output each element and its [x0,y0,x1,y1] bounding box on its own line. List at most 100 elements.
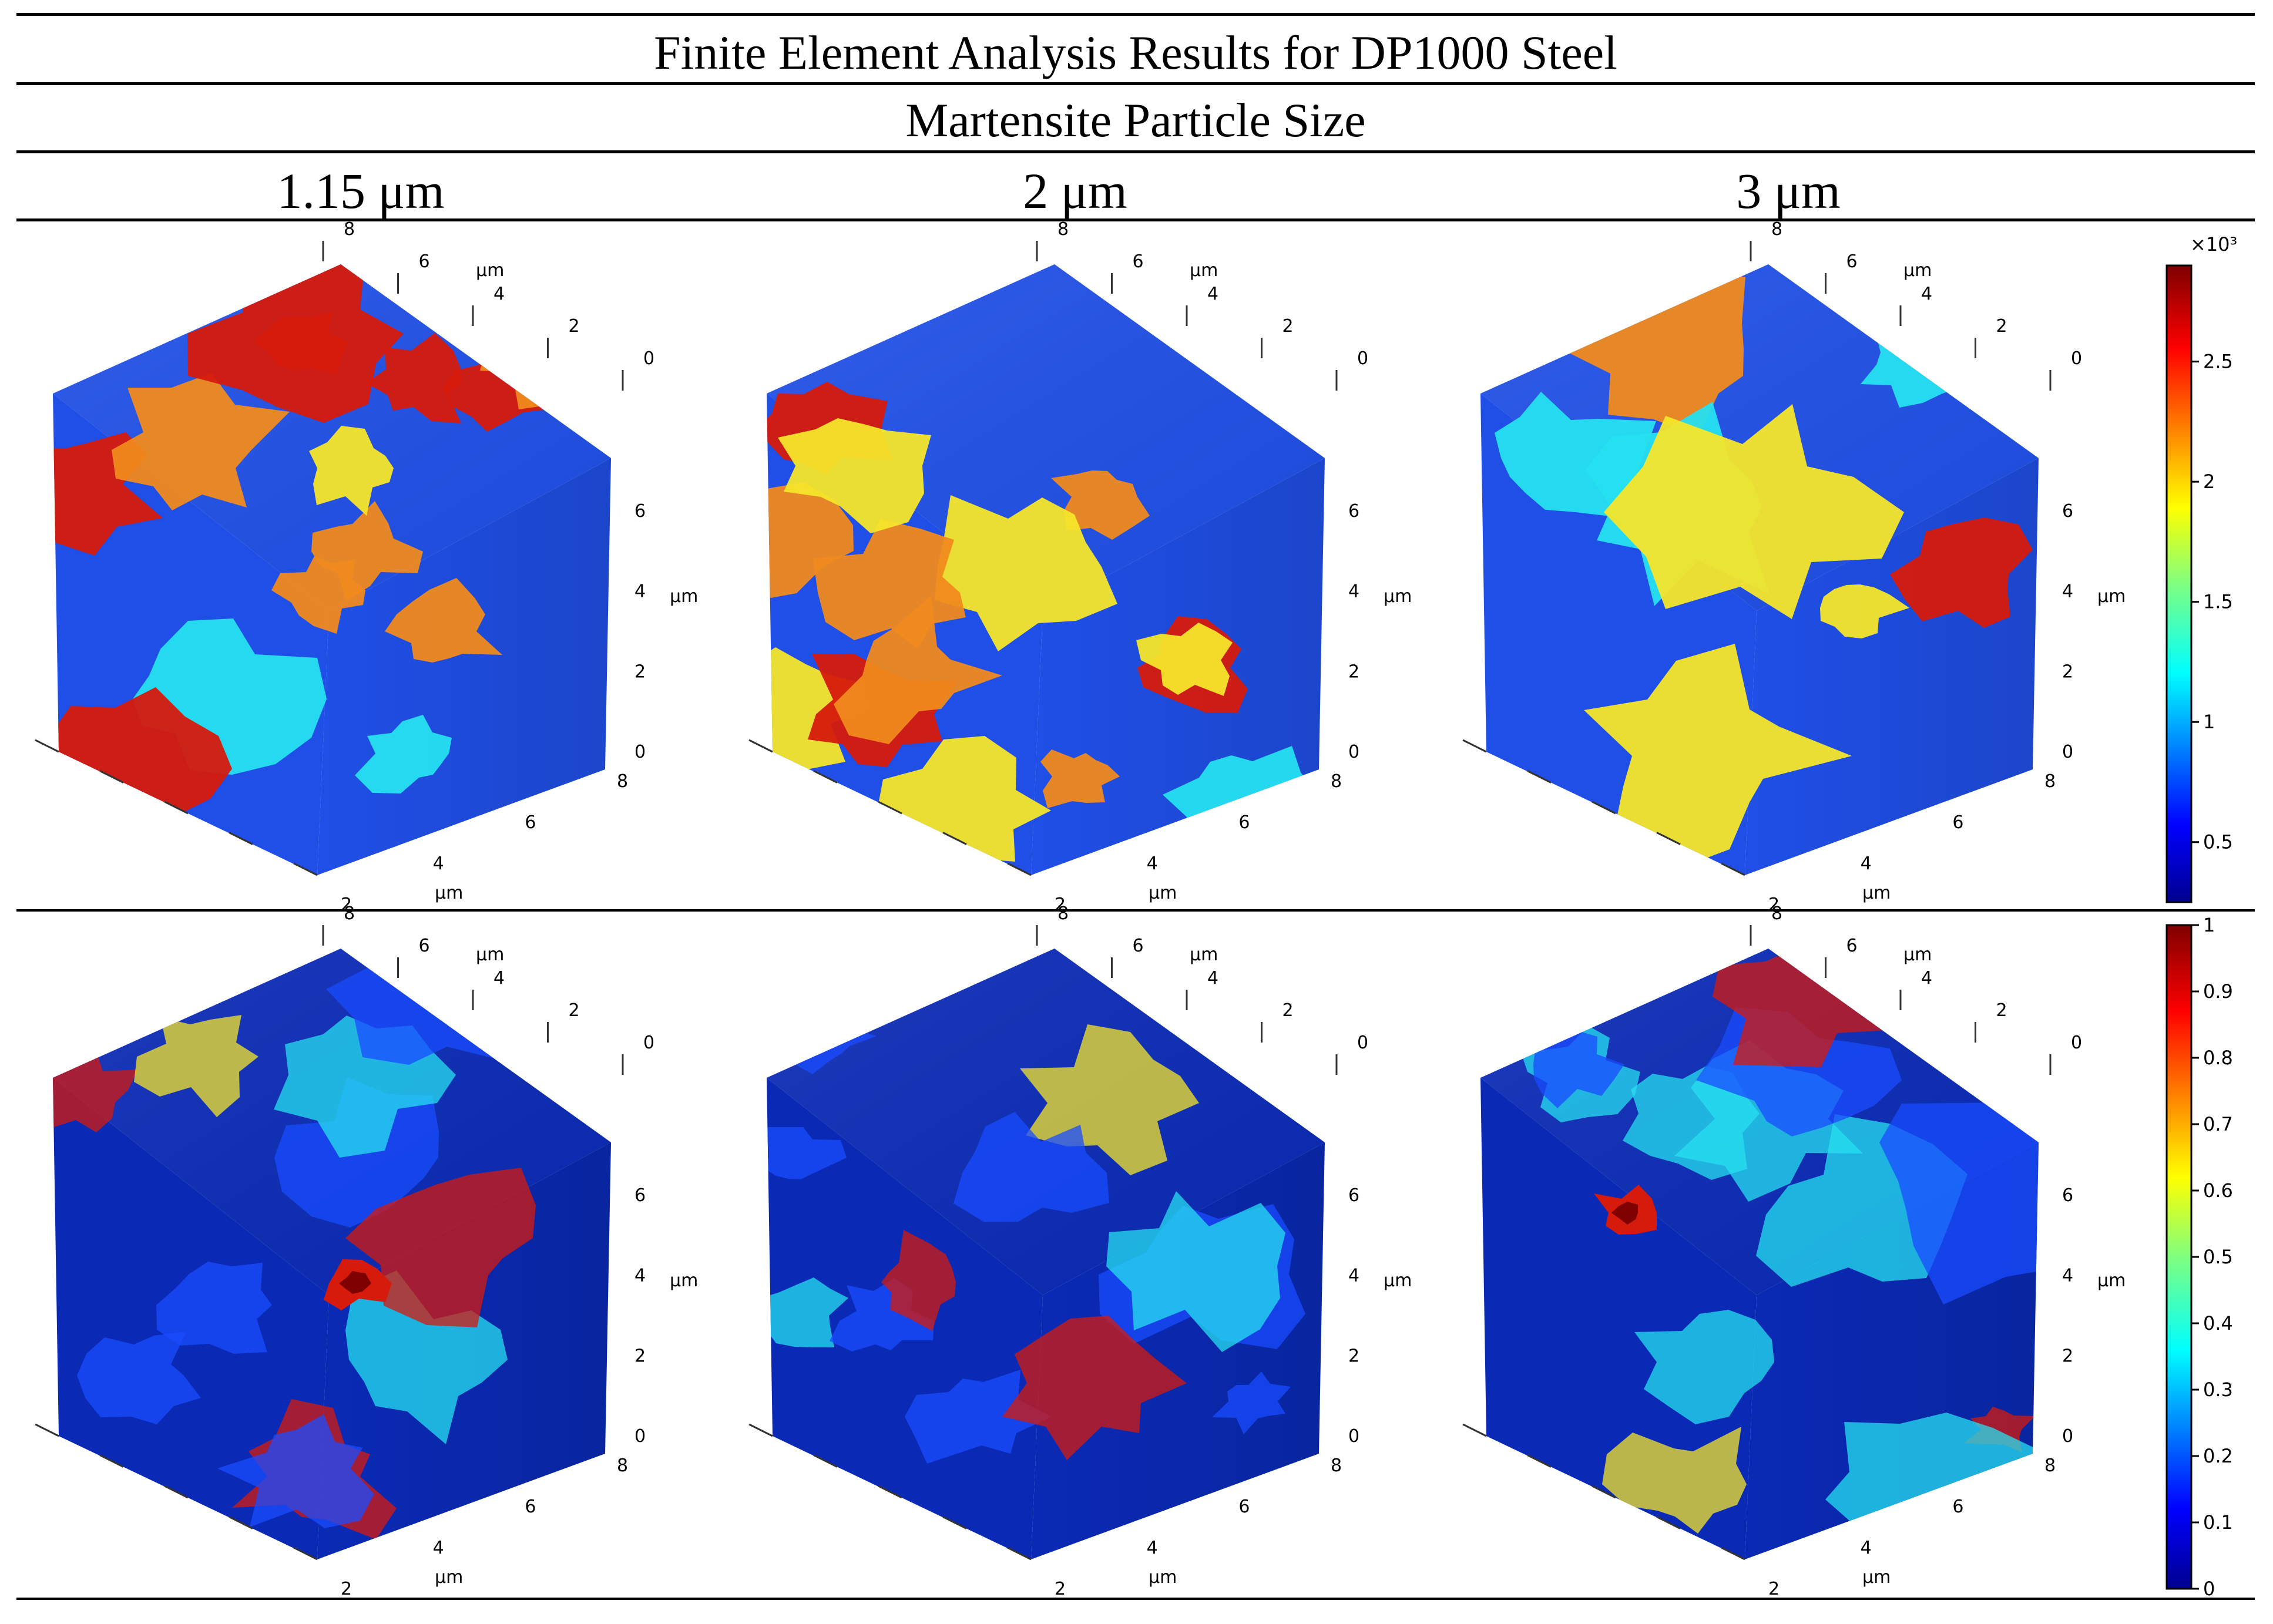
back-axis-unit: μm [1190,944,1218,965]
front-axis-tick-label: 4 [433,853,444,874]
colorbar-tick-label: 0.5 [2203,831,2233,853]
column-heading-2: 2 μm [1023,163,1127,219]
back-axis-tick-label: 0 [643,1033,654,1053]
axis-tick [1527,1454,1552,1468]
axis-tick [748,739,773,753]
side-axis-tick-label: 0 [2062,1426,2073,1447]
rule-row-separator [16,909,2255,912]
side-axis-tick-label: 6 [1348,1185,1359,1206]
column-heading-1: 1.15 μm [277,163,445,219]
damage-hotspot [1186,998,1243,1050]
axis-tick [99,770,124,784]
back-axis-tick-label: 0 [1357,1033,1368,1053]
colorbar-tick-label: 1 [2203,914,2215,936]
back-axis-tick-label: 8 [344,219,355,240]
side-axis-tick-label: 6 [2062,1185,2073,1206]
cube-left-face [1480,1078,1757,1559]
front-axis-tick-label: 2 [341,1579,352,1599]
figure-title: Finite Element Analysis Results for DP10… [654,26,1617,79]
axis-tick [1656,1516,1681,1529]
front-axis-tick-label: 8 [617,771,628,792]
axis-tick [878,1485,902,1499]
side-axis-tick-label: 0 [2062,742,2073,762]
fea-cube-r1-c1: 8 6 4 2 0 μm 6 4 2 0 μm 8 6 4 2 μm [35,219,698,915]
front-axis-tick-label: 2 [1768,1579,1780,1599]
back-axis-tick-label: 8 [1771,219,1782,240]
side-axis-tick-label: 2 [1348,1346,1359,1366]
colorbar-tick-label: 0.6 [2203,1179,2233,1202]
axis-tick [1007,1546,1032,1561]
back-axis-tick-label: 6 [419,936,430,956]
rule-title [16,82,2255,85]
back-axis-tick-label: 0 [643,348,654,369]
front-axis-tick-label: 6 [1952,812,1963,833]
axis-tick [229,832,253,845]
side-axis-tick-label: 6 [1348,501,1359,522]
side-axis-unit: μm [2097,1270,2126,1291]
front-axis-unit: μm [1149,1567,1177,1588]
back-axis-unit: μm [476,944,504,965]
side-axis-tick-label: 2 [634,661,646,682]
front-axis-unit: μm [1149,883,1177,903]
back-axis-tick-label: 6 [419,251,430,272]
colorbar-gradient [2165,924,2193,1590]
side-axis-tick-label: 4 [634,581,646,602]
front-axis-tick-label: 2 [341,895,352,915]
back-axis-tick-label: 2 [1282,316,1294,337]
side-axis-unit: μm [670,1270,698,1291]
front-axis-unit: μm [1862,1567,1891,1588]
back-axis-tick-label: 6 [1133,251,1144,272]
back-axis-tick-label: 8 [1771,903,1782,924]
fea-cube-r1-c3: 8 6 4 2 0 μm 6 4 2 0 μm 8 6 4 2 μm [1462,219,2126,915]
colorbar-1: ×10³ 2.5 2 1.5 1 0.5 [2165,233,2237,903]
front-axis-tick-label: 6 [525,812,536,833]
axis-tick [813,1454,838,1468]
side-axis-unit: μm [1384,1270,1412,1291]
back-axis-tick-label: 0 [2071,1033,2082,1053]
side-axis-tick-label: 0 [1348,1426,1359,1447]
axis-tick [293,1546,318,1561]
side-axis-tick-label: 2 [634,1346,646,1366]
back-axis-unit: μm [1903,944,1932,965]
axis-tick [1462,739,1487,753]
front-axis-tick-label: 2 [1055,895,1066,915]
rule-subtitle [16,150,2255,153]
axis-tick [813,770,838,784]
front-axis-tick-label: 2 [1768,895,1780,915]
damage-hotspot-core [1611,1202,1638,1225]
side-axis-tick-label: 0 [634,1426,646,1447]
side-axis-tick-label: 2 [2062,1346,2073,1366]
side-axis-tick-label: 6 [634,501,646,522]
back-axis-tick-label: 0 [1357,348,1368,369]
side-axis-unit: μm [1384,586,1412,607]
front-axis-tick-label: 4 [1861,1538,1872,1558]
axis-tick [1721,1546,1745,1561]
colorbar-tick-label: 0.7 [2203,1113,2233,1135]
axis-tick [1721,862,1745,876]
fea-cube-r2-c1: 8 6 4 2 0 μm 6 4 2 0 μm 8 6 4 2 μm [35,903,698,1599]
back-axis-tick-label: 4 [1207,284,1218,304]
side-axis-unit: μm [670,586,698,607]
side-axis-tick-label: 6 [634,1185,646,1206]
front-axis-tick-label: 4 [1147,1538,1158,1558]
back-axis-tick-label: 2 [569,1000,580,1021]
side-axis-tick-label: 4 [2062,1266,2073,1286]
figure-subtitle: Martensite Particle Size [905,93,1366,147]
back-axis-tick-label: 4 [1207,968,1218,988]
axis-tick [35,1423,59,1437]
back-axis-tick-label: 4 [493,968,505,988]
back-axis-tick-label: 8 [1057,903,1069,924]
back-axis-tick-label: 4 [493,284,505,304]
axis-tick [164,801,189,815]
side-axis-tick-label: 0 [634,742,646,762]
front-axis-unit: μm [435,883,463,903]
axis-tick [942,832,967,845]
back-axis-tick-label: 4 [1921,968,1932,988]
rule-bottom [16,1598,2255,1600]
back-axis-tick-label: 6 [1846,251,1858,272]
colorbar-tick-label: 2 [2203,470,2215,493]
cube-top-shade [767,264,1325,611]
axis-tick [878,801,902,815]
axis-tick [35,739,59,753]
